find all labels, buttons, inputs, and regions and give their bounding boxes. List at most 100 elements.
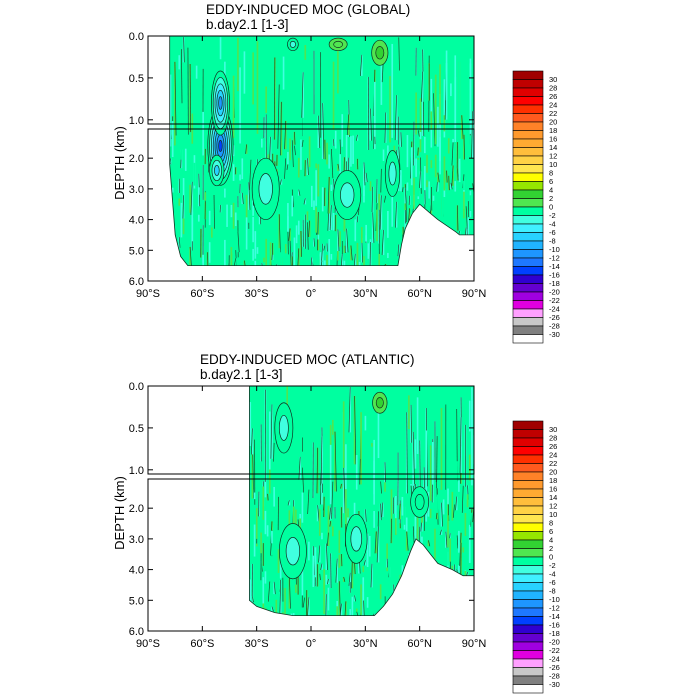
colorbar-swatch (512, 104, 544, 114)
contour-cell (399, 574, 402, 581)
contour-cell (471, 401, 473, 429)
contour-cell (251, 436, 254, 499)
contour-cell (387, 210, 389, 238)
y-tick-label: 0.5 (129, 73, 144, 85)
contour-cell (443, 188, 446, 198)
contour-cell (363, 162, 365, 186)
contour-cell (329, 521, 332, 527)
colorbar-swatch (512, 454, 544, 464)
colorbar-swatch (512, 181, 544, 191)
contour-line (269, 136, 271, 160)
contour-line (398, 146, 401, 171)
contour-cell (421, 513, 423, 523)
contour-cell (415, 92, 417, 135)
contour-cell (321, 103, 324, 159)
contour-cell (191, 211, 194, 242)
colorbar-swatch (512, 232, 544, 242)
contour-cell (239, 174, 241, 181)
contour-feature (289, 40, 296, 48)
global-y-axis-label: DEPTH (km) (112, 126, 127, 200)
contour-cell (389, 142, 391, 152)
contour-cell (384, 482, 386, 492)
contour-cell (327, 570, 330, 581)
contour-cell (353, 595, 356, 602)
contour-line (335, 558, 338, 583)
colorbar-label: -26 (549, 313, 560, 322)
contour-cell (326, 142, 328, 165)
contour-feature (278, 414, 289, 441)
contour-feature (258, 173, 273, 205)
contour-cell (265, 86, 267, 114)
contour-line (394, 95, 397, 141)
contour-cell (440, 560, 443, 565)
contour-cell (419, 131, 422, 140)
colorbar-swatch (512, 121, 544, 131)
contour-cell (271, 530, 273, 544)
contour-line (318, 545, 321, 563)
contour-cell (458, 565, 460, 573)
contour-cell (371, 446, 373, 488)
contour-cell (299, 456, 302, 480)
colorbar-swatch (512, 155, 544, 165)
contour-line (317, 211, 319, 251)
contour-line (278, 214, 281, 253)
contour-line (433, 93, 436, 147)
contour-cell (280, 249, 283, 266)
contour-cell (338, 581, 341, 616)
contour-cell (284, 244, 287, 254)
contour-cell (426, 180, 428, 188)
contour-line (325, 543, 328, 571)
contour-cell (189, 246, 191, 266)
contour-cell (247, 182, 250, 210)
contour-feature (388, 161, 397, 186)
contour-line (244, 260, 246, 266)
atlantic-moc-panel: EDDY-INDUCED MOC (ATLANTIC) b.day2.1 [1-… (112, 352, 486, 650)
contour-cell (415, 158, 417, 177)
contour-cell (405, 517, 408, 538)
contour-cell (387, 252, 389, 259)
contour-cell (256, 247, 259, 254)
contour-line (284, 158, 287, 179)
contour-line (398, 503, 401, 520)
contour-line (277, 84, 280, 149)
contour-cell (187, 192, 189, 206)
contour-cell (384, 559, 386, 597)
contour-cell (364, 560, 367, 566)
contour-line (289, 576, 291, 609)
contour-line (248, 182, 251, 210)
colorbar-swatch (512, 147, 544, 157)
contour-cell (258, 400, 260, 449)
contour-cell (278, 248, 281, 266)
contour-cell (390, 489, 393, 523)
colorbar-label: -6 (549, 578, 556, 587)
contour-cell (360, 54, 363, 76)
colorbar-label: 28 (549, 84, 557, 93)
contour-cell (377, 467, 380, 489)
contour-cell (252, 204, 254, 216)
contour-cell (299, 518, 302, 536)
contour-cell (434, 205, 437, 218)
colorbar-swatch (512, 130, 544, 140)
contour-line (451, 142, 454, 166)
contour-cell (428, 181, 430, 199)
colorbar-swatch (512, 675, 544, 685)
colorbar-label: -18 (549, 629, 560, 638)
contour-cell (440, 408, 443, 490)
contour-cell (292, 506, 295, 525)
contour-cell (440, 529, 443, 535)
contour-cell (439, 123, 441, 142)
contour-cell (297, 220, 300, 235)
x-tick-label: 90°N (462, 638, 487, 650)
contour-cell (403, 544, 406, 570)
contour-cell (268, 448, 271, 494)
contour-line (337, 163, 340, 172)
contour-cell (317, 212, 320, 251)
contour-cell (302, 115, 304, 147)
contour-line (182, 195, 184, 219)
contour-cell (251, 596, 254, 603)
contour-cell (403, 496, 406, 525)
colorbar-swatch (512, 198, 544, 208)
colorbar-label: -16 (549, 621, 560, 630)
contour-line (190, 181, 193, 215)
colorbar-label: 24 (549, 101, 557, 110)
